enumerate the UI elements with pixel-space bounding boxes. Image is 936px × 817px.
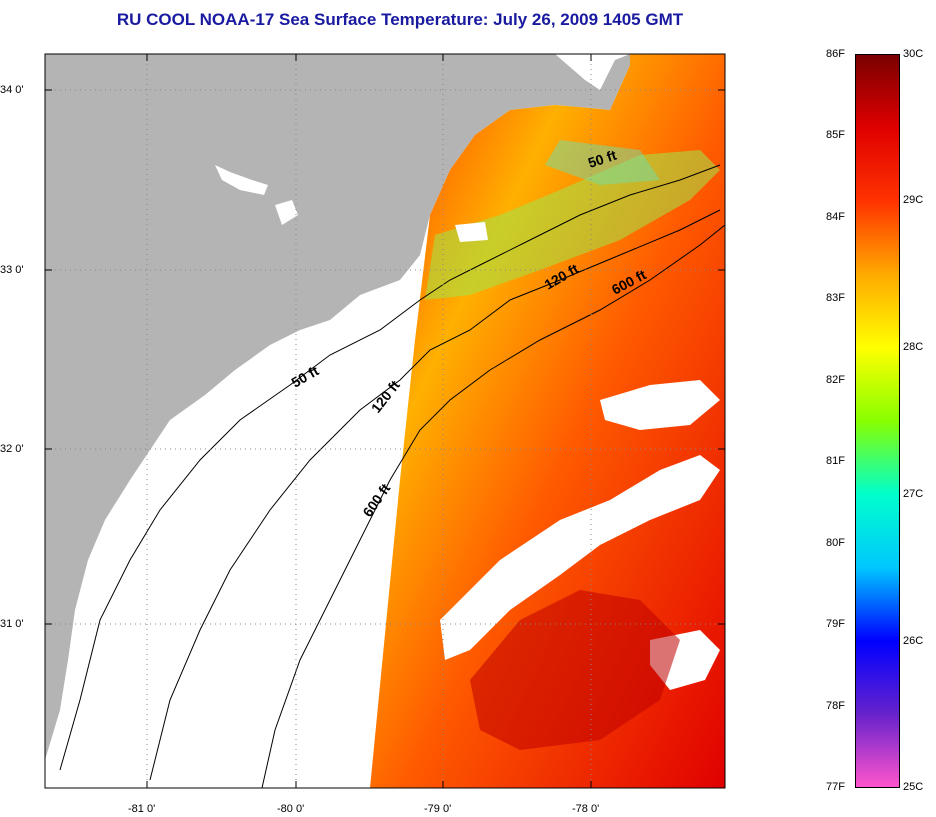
cb-f-85: 85F [826, 129, 845, 141]
map-border [44, 53, 726, 789]
land-lake [215, 165, 268, 195]
lat-label-33: 33 0' [0, 264, 24, 276]
lon-label-79: -79 0' [424, 803, 452, 815]
map-title: RU COOL NOAA-17 Sea Surface Temperature:… [116, 10, 684, 29]
cb-c-27: 27C [903, 488, 924, 500]
cb-f-80: 80F [826, 537, 845, 549]
cb-f-82: 82F [826, 374, 845, 386]
contour-120ft [149, 209, 721, 781]
lat-label-34: 34 0' [0, 84, 24, 96]
cloud-gap-1 [440, 455, 720, 660]
temperature-colorbar [855, 54, 900, 788]
cb-c-28: 28C [903, 341, 924, 353]
cb-f-83: 83F [826, 292, 845, 304]
cb-c-30: 30C [903, 48, 924, 60]
cool-band [425, 150, 720, 300]
cb-c-29: 29C [903, 194, 924, 206]
warm-core [470, 590, 680, 750]
land-area [45, 54, 630, 760]
grid-lines [45, 54, 725, 788]
cb-f-84: 84F [826, 211, 845, 223]
axis-ticks [45, 54, 725, 788]
lon-label-78: -78 0' [572, 803, 600, 815]
cool-patch [545, 140, 660, 185]
cloud-gap-2 [600, 380, 720, 430]
contour-50ft [59, 164, 721, 771]
cb-c-25: 25C [903, 781, 924, 793]
lat-label-32: 32 0' [0, 443, 24, 455]
contour-600ft [261, 224, 726, 789]
lon-label-81: -81 0' [128, 803, 156, 815]
cloud-gap-4 [455, 222, 488, 242]
cb-f-86: 86F [826, 48, 845, 60]
cb-f-77: 77F [826, 781, 845, 793]
cb-c-26: 26C [903, 635, 924, 647]
lat-label-31: 31 0' [0, 618, 24, 630]
cb-f-78: 78F [826, 700, 845, 712]
cb-f-81: 81F [826, 455, 845, 467]
lon-label-80: -80 0' [277, 803, 305, 815]
land-lake-2 [275, 200, 298, 225]
cb-f-79: 79F [826, 618, 845, 630]
